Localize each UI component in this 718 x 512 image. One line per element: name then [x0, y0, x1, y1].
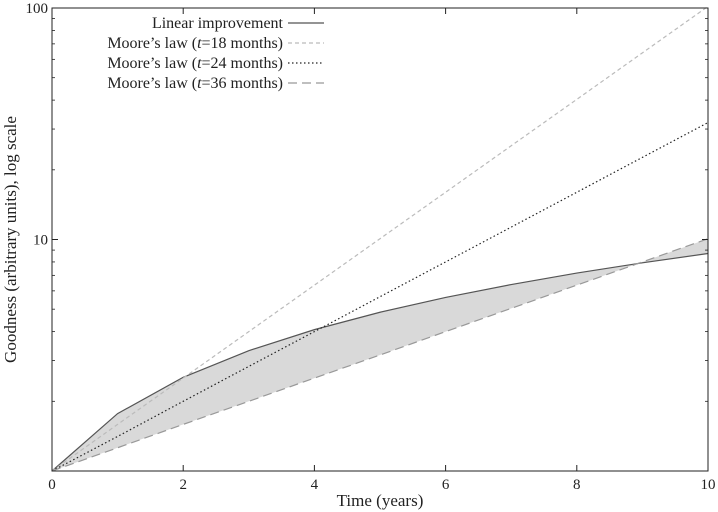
y-tick-label: 100: [26, 1, 49, 17]
legend-text-part: Moore’s law (: [107, 75, 197, 92]
legend-text-part: =18 months): [202, 35, 283, 52]
x-tick-label: 6: [442, 477, 450, 493]
x-tick-label: 8: [573, 477, 581, 493]
legend-text-part: =36 months): [202, 75, 283, 92]
series-line-2: [51, 5, 709, 472]
series-line-4: [51, 238, 709, 472]
series-layer: [51, 5, 709, 472]
x-tick-label: 0: [48, 477, 56, 493]
x-tick-label: 2: [179, 477, 187, 493]
legend-label-1: Linear improvement: [152, 15, 284, 32]
series-line-1: [51, 252, 709, 472]
legend-text-part: Linear improvement: [152, 15, 284, 32]
legend-text-italic: t: [197, 55, 202, 72]
y-axis-title: Goodness (arbitrary units), log scale: [1, 116, 20, 363]
x-tick-label: 4: [311, 477, 319, 493]
legend-text-italic: t: [197, 75, 202, 92]
legend-text-part: Moore’s law (: [107, 55, 197, 72]
legend-text-italic: t: [197, 35, 202, 52]
legend-text-part: =24 months): [202, 55, 283, 72]
tick-layer: 0 2 4 6 8 10 10 100: [26, 1, 716, 493]
legend-label-2: Moore’s law (t=18 months): [107, 35, 283, 52]
legend-label-4: Moore’s law (t=36 months): [107, 75, 283, 92]
y-tick-label: 10: [33, 233, 48, 249]
x-axis-title: Time (years): [337, 491, 424, 510]
legend-label-3: Moore’s law (t=24 months): [107, 55, 283, 72]
legend-text-part: Moore’s law (: [107, 35, 197, 52]
x-tick-label: 10: [701, 477, 716, 493]
